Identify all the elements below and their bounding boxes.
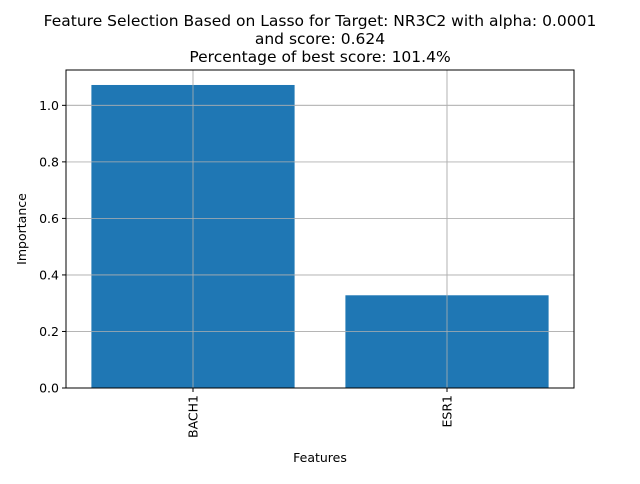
chart-title-line-2: and score: 0.624: [255, 30, 385, 48]
y-tick-label: 0.0: [39, 381, 59, 396]
y-tick-label: 1.0: [39, 98, 59, 113]
x-tick-label-bach1: BACH1: [186, 395, 201, 438]
chart-title: Feature Selection Based on Lasso for Tar…: [44, 12, 597, 66]
chart-title-line-1: Feature Selection Based on Lasso for Tar…: [44, 12, 597, 30]
plot-frame: [65, 69, 575, 389]
axes: [65, 69, 575, 389]
chart-title-line-3: Percentage of best score: 101.4%: [189, 48, 450, 66]
ticks: 0.0 0.2 0.4 0.6 0.8 1.0 BACH1 ESR1: [39, 98, 454, 438]
y-axis-label: Importance: [14, 193, 29, 265]
y-tick-label: 0.8: [39, 154, 59, 169]
y-tick-label: 0.2: [39, 324, 59, 339]
bars: [66, 70, 574, 389]
x-axis-label: Features: [293, 450, 347, 465]
x-tick-label-esr1: ESR1: [440, 395, 455, 427]
y-tick-label: 0.6: [39, 211, 59, 226]
y-tick-label: 0.4: [39, 267, 59, 282]
